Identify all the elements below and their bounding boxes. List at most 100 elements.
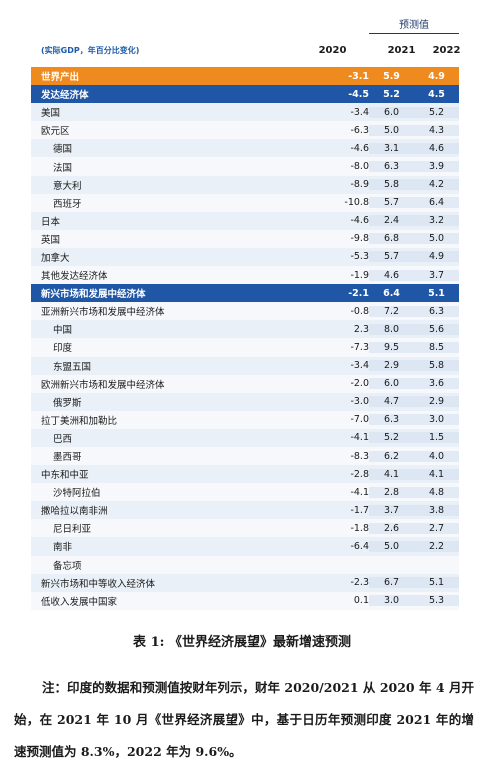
value-2021: 5.7 <box>369 251 414 263</box>
table-row: 中国 2.3 8.0 5.6 <box>31 320 459 339</box>
row-name: 撒哈拉以南非洲 <box>41 506 108 518</box>
value-2022: 5.2 <box>414 106 459 118</box>
value-2022: 5.1 <box>414 287 459 299</box>
table-row: 欧洲新兴市场和发展中经济体 -2.0 6.0 3.6 <box>31 374 459 393</box>
value-2022: 3.8 <box>414 504 459 516</box>
value-2021: 5.2 <box>369 432 414 444</box>
row-name: 沙特阿拉伯 <box>53 488 101 500</box>
value-2022: 4.3 <box>414 124 459 136</box>
value-2022: 4.6 <box>414 142 459 154</box>
table-body: 世界产出 -3.1 5.9 4.9 发达经济体 -4.5 5.2 4.5 美国 -3.4 6.0 5.… <box>31 67 459 610</box>
value-2021: 5.2 <box>369 88 414 100</box>
value-2021: 6.0 <box>369 106 414 118</box>
value-2020: -3.1 <box>348 70 369 82</box>
value-2021: 4.7 <box>369 396 414 408</box>
value-2020: -6.3 <box>350 124 369 136</box>
value-2021: 6.4 <box>369 287 414 299</box>
table-row: 加拿大 -5.3 5.7 4.9 <box>31 247 459 267</box>
table-row: 新兴市场和中等收入经济体 -2.3 6.7 5.1 <box>31 573 459 592</box>
table-row: 世界产出 -3.1 5.9 4.9 <box>31 67 459 86</box>
value-2022: 8.5 <box>414 341 459 353</box>
table-row: 西班牙 -10.8 5.7 6.4 <box>31 193 459 212</box>
forecast-divider <box>369 33 459 34</box>
value-2022: 3.6 <box>414 378 459 390</box>
table-row: 低收入发展中国家 0.1 3.0 5.3 <box>31 591 459 610</box>
table-row: 其他发达经济体 -1.9 4.6 3.7 <box>31 266 459 285</box>
value-2021: 3.1 <box>369 142 414 154</box>
row-name: 英国 <box>41 234 61 246</box>
table-caption: 表 1: 《世界经济展望》最新增速预测 <box>133 635 351 650</box>
value-2020: -9.8 <box>350 233 369 245</box>
value-2020: -7.0 <box>350 414 369 426</box>
value-2021: 6.3 <box>369 161 414 173</box>
row-name: 巴西 <box>53 433 73 445</box>
row-name: 欧元区 <box>41 126 70 138</box>
row-name: 日本 <box>41 216 61 228</box>
value-2020: -0.8 <box>350 305 369 317</box>
row-name: 俄罗斯 <box>53 397 82 409</box>
table-row: 欧元区 -6.3 5.0 4.3 <box>31 121 459 140</box>
value-2022: 1.5 <box>414 432 459 444</box>
row-name: 备忘项 <box>53 560 82 572</box>
row-name: 亚洲新兴市场和发展中经济体 <box>41 307 165 319</box>
forecast-header: 预测值 <box>31 14 459 34</box>
row-name: 发达经济体 <box>41 90 89 102</box>
value-2020: -3.4 <box>350 106 369 118</box>
value-2022: 3.0 <box>414 414 459 426</box>
value-2022: 4.0 <box>414 450 459 462</box>
value-2021: 3.7 <box>369 504 414 516</box>
row-name: 低收入发展中国家 <box>41 596 118 608</box>
value-2022: 5.8 <box>414 360 459 372</box>
value-2022: 5.1 <box>414 577 459 589</box>
value-2021: 6.0 <box>369 378 414 390</box>
value-2022: 4.8 <box>414 486 459 498</box>
column-2020: 2020 <box>318 44 347 56</box>
value-2022: 3.2 <box>414 215 459 227</box>
value-2021: 2.8 <box>369 486 414 498</box>
value-2020: -1.7 <box>350 504 369 516</box>
row-name: 中国 <box>53 325 73 337</box>
value-2021: 6.7 <box>369 577 414 589</box>
value-2020: -3.0 <box>350 396 369 408</box>
value-2020: -2.1 <box>348 287 369 299</box>
table-row: 备忘项 <box>31 555 459 574</box>
value-2021: 7.2 <box>369 305 414 317</box>
table-row: 亚洲新兴市场和发展中经济体 -0.8 7.2 6.3 <box>31 302 459 321</box>
value-2020: -2.0 <box>350 378 369 390</box>
value-2020: 2.3 <box>353 323 369 335</box>
row-name: 德国 <box>53 144 73 156</box>
value-2020: 0.1 <box>353 595 369 607</box>
value-2020: -3.4 <box>350 360 369 372</box>
value-2022: 4.9 <box>414 70 459 82</box>
value-2022: 4.9 <box>414 251 459 263</box>
row-name: 拉丁美洲和加勒比 <box>41 415 118 427</box>
table-row: 英国 -9.8 6.8 5.0 <box>31 229 459 248</box>
row-name: 世界产出 <box>41 72 80 84</box>
table-row: 墨西哥 -8.3 6.2 4.0 <box>31 446 459 466</box>
value-2020: -7.3 <box>350 341 369 353</box>
table-row: 德国 -4.6 3.1 4.6 <box>31 139 459 158</box>
table-row: 尼日利亚 -1.8 2.6 2.7 <box>31 519 459 538</box>
table-row: 法国 -8.0 6.3 3.9 <box>31 157 459 176</box>
row-name: 新兴市场和发展中经济体 <box>41 289 146 301</box>
table-row: 印度 -7.3 9.5 8.5 <box>31 338 459 357</box>
row-name: 美国 <box>41 108 61 120</box>
value-2021: 6.8 <box>369 233 414 245</box>
value-2020: -8.9 <box>350 179 369 191</box>
value-2021: 5.0 <box>369 540 414 552</box>
row-name: 法国 <box>53 162 73 174</box>
value-2022: 6.3 <box>414 305 459 317</box>
value-2020: -2.8 <box>350 468 369 480</box>
value-2021: 5.8 <box>369 179 414 191</box>
value-2020: -4.1 <box>350 432 369 444</box>
value-2022: 2.2 <box>414 540 459 552</box>
value-2021: 6.2 <box>369 450 414 462</box>
row-name: 中东和中亚 <box>41 470 89 482</box>
value-2020: -2.3 <box>350 577 369 589</box>
gdp-forecast-table: 预测值 (实际GDP，年百分比变化) 2020 2021 2022 世界产出 -3… <box>31 14 460 610</box>
column-2022: 2022 <box>432 44 461 56</box>
value-2022: 5.0 <box>414 233 459 245</box>
value-2021: 2.6 <box>369 522 414 534</box>
value-2020: -6.4 <box>350 540 369 552</box>
table-row: 沙特阿拉伯 -4.1 2.8 4.8 <box>31 483 459 502</box>
